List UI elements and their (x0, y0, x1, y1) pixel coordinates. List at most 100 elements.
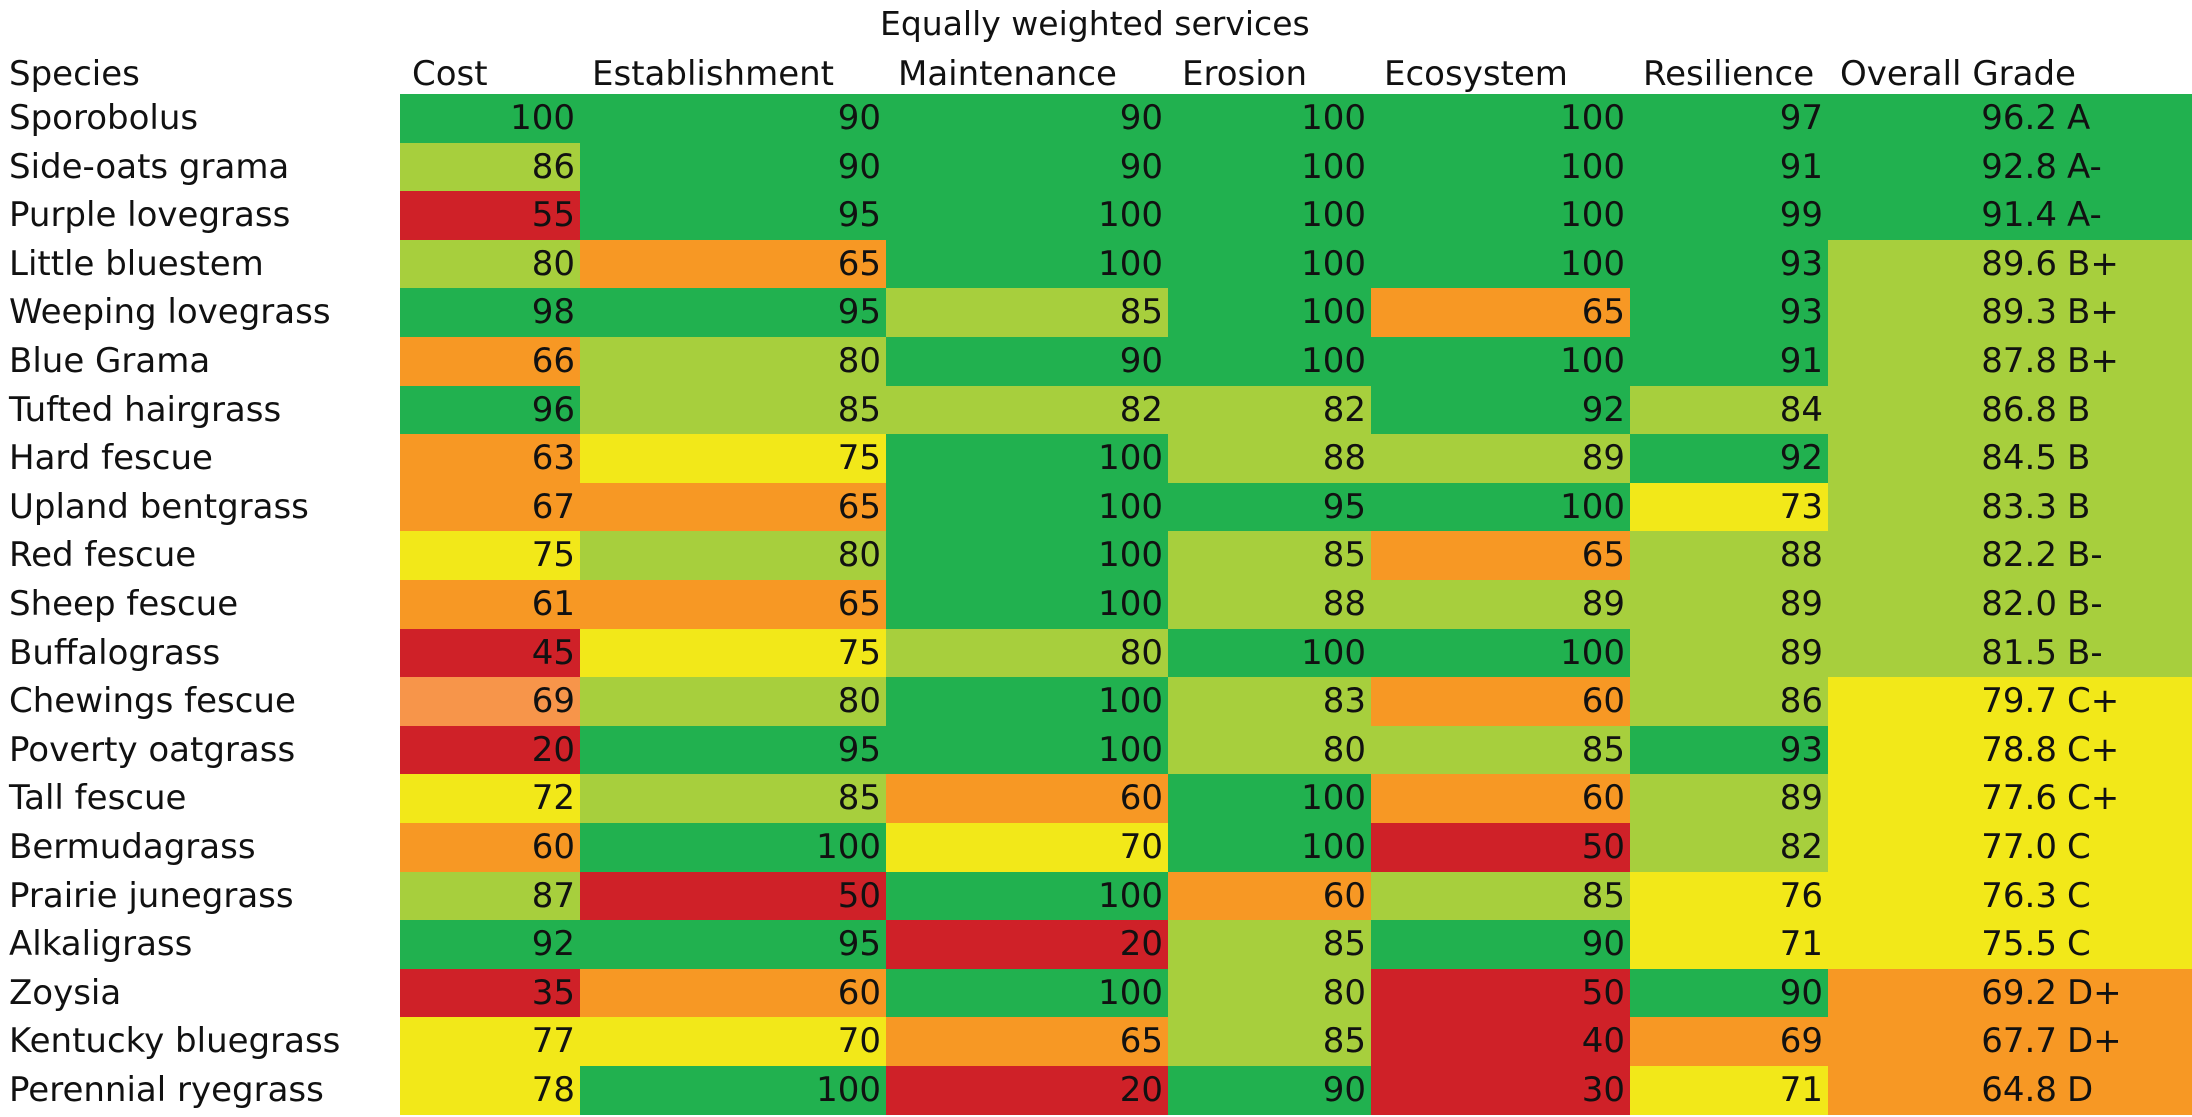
score-cell-ecosystem: 50 (1371, 968, 1631, 1018)
score-cell-establishment: 65 (580, 239, 887, 289)
species-label: Perennial ryegrass (9, 1070, 324, 1110)
letter-grade: C+ (2067, 729, 2120, 770)
score-cell-resilience: 99 (1630, 191, 1829, 241)
overall-score-cell: 83.3 (1828, 482, 2192, 532)
score-cell-cost: 45 (400, 628, 581, 678)
score-cell-establishment: 95 (580, 288, 887, 338)
overall-score-cell: 81.5 (1828, 628, 2192, 678)
score-cell-cost: 72 (400, 774, 581, 824)
score-cell-ecosystem: 65 (1371, 288, 1631, 338)
score-cell-ecosystem: 100 (1371, 628, 1631, 678)
score-cell-resilience: 91 (1630, 142, 1829, 192)
score-cell-establishment: 85 (580, 774, 887, 824)
score-cell-maintenance: 70 (886, 823, 1169, 873)
score-cell-cost: 87 (400, 871, 581, 921)
score-cell-maintenance: 100 (886, 531, 1169, 581)
score-cell-resilience: 89 (1630, 774, 1829, 824)
score-cell-resilience: 76 (1630, 871, 1829, 921)
letter-grade: A (2067, 98, 2091, 138)
score-cell-cost: 80 (400, 239, 581, 289)
score-cell-ecosystem: 60 (1371, 774, 1631, 824)
header-ecosystem: Ecosystem (1384, 54, 1568, 94)
score-cell-resilience: 93 (1630, 288, 1829, 338)
score-cell-establishment: 90 (580, 142, 887, 192)
score-cell-establishment: 95 (580, 191, 887, 241)
score-cell-resilience: 92 (1630, 434, 1829, 484)
letter-grade: B (2067, 389, 2091, 430)
score-cell-erosion: 85 (1168, 531, 1372, 581)
score-cell-erosion: 88 (1168, 434, 1372, 484)
score-cell-maintenance: 100 (886, 482, 1169, 532)
letter-grade: C+ (2067, 778, 2120, 819)
score-cell-establishment: 80 (580, 337, 887, 387)
score-cell-erosion: 83 (1168, 677, 1372, 727)
score-cell-erosion: 85 (1168, 920, 1372, 970)
header-overall-grade: Overall Grade (1840, 54, 2076, 94)
species-label: Prairie junegrass (9, 875, 294, 916)
score-cell-ecosystem: 90 (1371, 920, 1631, 970)
score-cell-resilience: 89 (1630, 628, 1829, 678)
score-cell-ecosystem: 50 (1371, 823, 1631, 873)
overall-score-cell: 92.8 (1828, 142, 2192, 192)
species-label: Side-oats grama (9, 146, 290, 187)
species-label: Sporobolus (9, 98, 199, 138)
overall-score-cell: 84.5 (1828, 434, 2192, 484)
score-cell-resilience: 71 (1630, 920, 1829, 970)
score-cell-establishment: 80 (580, 531, 887, 581)
score-cell-establishment: 80 (580, 677, 887, 727)
score-cell-maintenance: 100 (886, 968, 1169, 1018)
score-cell-cost: 20 (400, 725, 581, 775)
score-cell-resilience: 97 (1630, 94, 1829, 144)
score-cell-erosion: 80 (1168, 725, 1372, 775)
score-cell-cost: 60 (400, 823, 581, 873)
score-cell-erosion: 95 (1168, 482, 1372, 532)
overall-score-cell: 86.8 (1828, 385, 2192, 435)
score-cell-cost: 69 (400, 677, 581, 727)
score-cell-maintenance: 82 (886, 385, 1169, 435)
species-label: Kentucky bluegrass (9, 1021, 341, 1062)
score-cell-erosion: 100 (1168, 288, 1372, 338)
overall-score-cell: 77.6 (1828, 774, 2192, 824)
overall-score-cell: 89.3 (1828, 288, 2192, 338)
score-cell-erosion: 100 (1168, 94, 1372, 144)
score-cell-ecosystem: 30 (1371, 1066, 1631, 1116)
overall-score-cell: 64.8 (1828, 1066, 2192, 1116)
score-cell-establishment: 85 (580, 385, 887, 435)
species-label: Upland bentgrass (9, 486, 309, 527)
score-cell-establishment: 75 (580, 628, 887, 678)
score-cell-resilience: 90 (1630, 968, 1829, 1018)
score-cell-maintenance: 65 (886, 1017, 1169, 1067)
species-label: Chewings fescue (9, 681, 296, 722)
score-cell-maintenance: 80 (886, 628, 1169, 678)
score-cell-erosion: 85 (1168, 1017, 1372, 1067)
score-cell-cost: 96 (400, 385, 581, 435)
overall-score-cell: 82.2 (1828, 531, 2192, 581)
score-cell-establishment: 70 (580, 1017, 887, 1067)
letter-grade: C (2067, 924, 2091, 965)
score-cell-erosion: 100 (1168, 337, 1372, 387)
score-cell-maintenance: 100 (886, 239, 1169, 289)
species-label: Little bluestem (9, 243, 264, 284)
score-cell-cost: 35 (400, 968, 581, 1018)
score-cell-ecosystem: 100 (1371, 239, 1631, 289)
score-cell-cost: 100 (400, 94, 581, 144)
score-cell-erosion: 100 (1168, 774, 1372, 824)
overall-score-cell: 77.0 (1828, 823, 2192, 873)
header-resilience: Resilience (1643, 54, 1815, 94)
score-cell-ecosystem: 100 (1371, 94, 1631, 144)
score-cell-erosion: 100 (1168, 239, 1372, 289)
score-cell-cost: 63 (400, 434, 581, 484)
score-cell-resilience: 86 (1630, 677, 1829, 727)
overall-score-cell: 82.0 (1828, 580, 2192, 630)
overall-score-cell: 75.5 (1828, 920, 2192, 970)
score-cell-maintenance: 100 (886, 434, 1169, 484)
score-cell-establishment: 65 (580, 580, 887, 630)
score-cell-resilience: 91 (1630, 337, 1829, 387)
score-cell-resilience: 73 (1630, 482, 1829, 532)
score-cell-erosion: 100 (1168, 191, 1372, 241)
letter-grade: D+ (2067, 1021, 2122, 1062)
score-cell-maintenance: 90 (886, 142, 1169, 192)
species-label: Blue Grama (9, 341, 211, 381)
score-cell-erosion: 88 (1168, 580, 1372, 630)
